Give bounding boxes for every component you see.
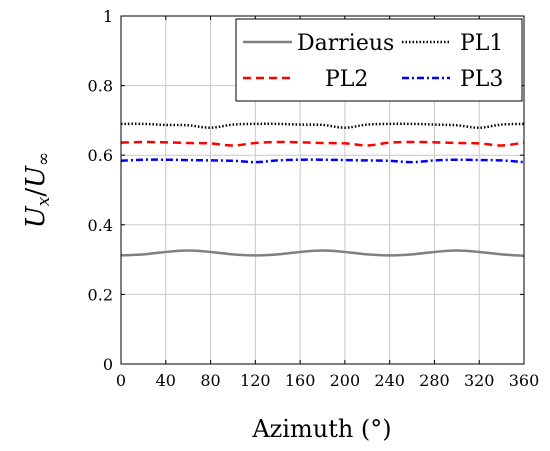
legend-label-darrieus: Darrieus xyxy=(297,31,394,56)
series-line-pl1 xyxy=(120,122,525,129)
x-tick-label: 40 xyxy=(156,371,176,390)
y-label-sub-inf: ∞ xyxy=(34,152,54,166)
y-tick-labels: 0 0.2 0.4 0.6 0.8 1 xyxy=(88,7,524,374)
legend-box xyxy=(235,18,523,102)
y-tick-label: 0.2 xyxy=(88,285,113,304)
y-label-u: U xyxy=(21,205,51,228)
y-tick-label: 0.8 xyxy=(88,77,113,96)
x-tick-label: 80 xyxy=(200,371,220,390)
x-tick-label: 0 xyxy=(116,371,126,390)
x-tick-label: 360 xyxy=(509,371,540,390)
y-axis-title: Ux/U∞ xyxy=(21,152,54,228)
plot-frame xyxy=(120,15,525,365)
y-label-slash: / xyxy=(21,188,51,197)
y-tick-label: 0.4 xyxy=(88,216,113,235)
series-line-pl3 xyxy=(120,158,525,164)
series-line-darrieus xyxy=(120,249,525,258)
x-tick-label: 160 xyxy=(285,371,316,390)
x-tick-label: 240 xyxy=(374,371,405,390)
series-lines xyxy=(120,122,525,258)
x-axis-title: Azimuth (°) xyxy=(251,415,391,443)
legend: Darrieus PL1 PL2 PL3 xyxy=(235,18,523,102)
y-tick-label: 1 xyxy=(103,7,113,26)
legend-label-pl3: PL3 xyxy=(460,67,503,92)
y-label-u-inf: U xyxy=(21,165,51,188)
x-tick-label: 280 xyxy=(419,371,450,390)
legend-label-pl2: PL2 xyxy=(325,67,368,92)
y-label-sub-x: x xyxy=(34,196,54,206)
x-tick-label: 120 xyxy=(240,371,271,390)
legend-label-pl1: PL1 xyxy=(460,31,503,56)
y-tick-label: 0 xyxy=(103,355,113,374)
y-tick-label: 0.6 xyxy=(88,146,113,165)
series-line-pl2 xyxy=(120,140,525,147)
x-tick-labels: 0 40 80 120 160 200 240 280 320 360 xyxy=(116,16,539,390)
x-tick-label: 200 xyxy=(330,371,361,390)
x-tick-label: 320 xyxy=(464,371,495,390)
